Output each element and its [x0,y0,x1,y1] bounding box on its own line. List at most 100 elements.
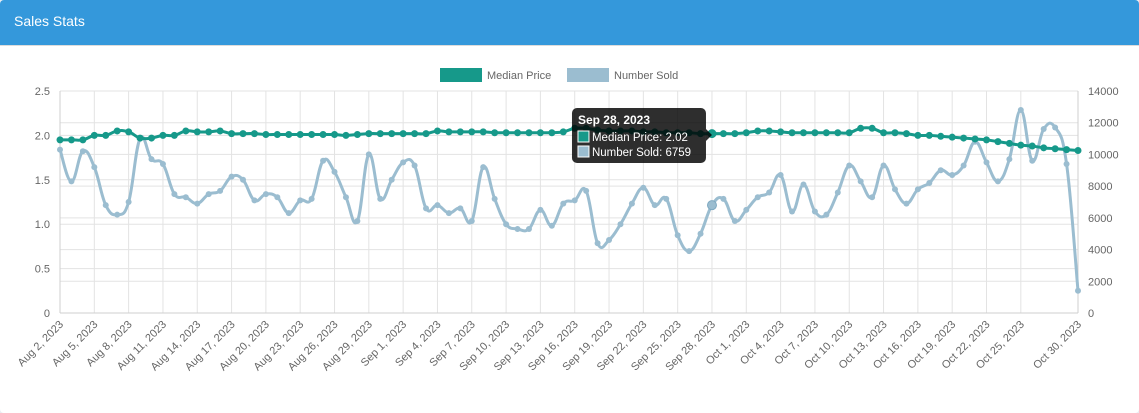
number-sold-point [949,172,956,179]
number-sold-point [217,187,224,194]
median-price-point [994,138,1002,146]
number-sold-point [320,157,327,164]
panel-header: Sales Stats [0,0,1139,45]
median-price-point [880,129,888,137]
median-price-point [193,128,201,136]
number-sold-point [68,178,75,185]
median-price-point [136,134,144,142]
tooltip-title: Sep 28, 2023 [578,113,650,127]
number-sold-point [491,195,498,202]
median-price-point [79,136,87,144]
y-right-tick-label: 14000 [1088,86,1119,98]
median-price-point [170,131,178,139]
number-sold-point [697,230,704,237]
number-sold-point [262,191,269,198]
number-sold-point [1052,124,1059,131]
number-sold-point [445,210,452,217]
number-sold-point [354,218,361,225]
median-price-point [525,129,533,137]
median-price-point [731,130,739,138]
median-price-point [754,127,762,135]
number-sold-point [651,202,658,209]
median-price-point [891,129,899,137]
number-sold-point [79,148,86,155]
median-price-point [811,129,819,137]
number-sold-point [548,222,555,229]
number-sold-point [903,200,910,207]
median-price-point [514,129,522,137]
median-price-point [742,129,750,137]
number-sold-point [663,195,670,202]
median-price-point [319,131,327,139]
number-sold-point [205,191,212,198]
number-sold-point [960,162,967,169]
median-price-point [914,131,922,139]
median-price-point [902,130,910,138]
y-left-tick-label: 0 [44,308,50,320]
median-price-point [216,127,224,135]
median-price-point [250,130,258,138]
median-price-point [411,130,419,138]
number-sold-point [342,194,349,201]
number-sold-point [331,168,338,175]
number-sold-point [365,151,372,158]
number-sold-point [251,197,258,204]
y-left-tick-label: 1.0 [35,219,50,231]
number-sold-point [480,164,487,171]
median-price-point [536,129,544,137]
number-sold-point [811,208,818,215]
median-price-point [468,128,476,136]
number-sold-point [102,202,109,209]
median-price-point [788,129,796,137]
number-sold-point [457,205,464,212]
median-price-point [1051,145,1059,153]
number-sold-point [594,240,601,247]
number-sold-point [823,211,830,218]
y-right-tick-label: 12000 [1088,118,1119,130]
number-sold-point [525,225,532,232]
number-sold-line [58,108,1080,291]
median-price-point [433,127,441,135]
number-sold-point [1006,156,1013,163]
median-price-point [342,131,350,139]
number-sold-point [400,159,407,166]
y-right-tick-label: 8000 [1088,181,1112,193]
panel-title: Sales Stats [14,13,85,29]
median-price-point [1040,144,1048,152]
number-sold-point [1063,160,1070,167]
number-sold-point [182,194,189,201]
number-sold-point [171,191,178,198]
y-right-tick-label: 2000 [1088,276,1112,288]
number-sold-point [789,208,796,215]
number-sold-point [583,187,590,194]
tooltip-swatch [577,145,590,158]
number-sold-point [891,186,898,193]
number-sold-point [1017,107,1024,114]
number-sold-point [411,162,418,169]
y-left-tick-label: 0.5 [35,264,50,276]
number-sold-point [617,221,624,228]
number-sold-point [674,232,681,239]
number-sold-point [926,179,933,186]
median-price-point [502,129,510,137]
number-sold-point [148,156,155,163]
median-price-point [422,130,430,138]
median-price-point [1005,139,1013,147]
number-sold-point [57,146,63,153]
number-sold-point [1075,287,1081,294]
y-right-tick-label: 6000 [1088,213,1112,225]
y-left-tick-label: 2.5 [35,86,50,98]
number-sold-point [766,189,773,196]
median-price-point [376,130,384,138]
number-sold-point [1040,126,1047,133]
legend-label: Number Sold [614,70,678,82]
number-sold-point [846,162,853,169]
median-price-point [353,131,361,139]
number-sold-point [388,176,395,183]
legend-swatch [567,68,609,82]
median-price-point [228,130,236,138]
median-price-point [102,131,110,139]
median-price-point [67,136,75,144]
